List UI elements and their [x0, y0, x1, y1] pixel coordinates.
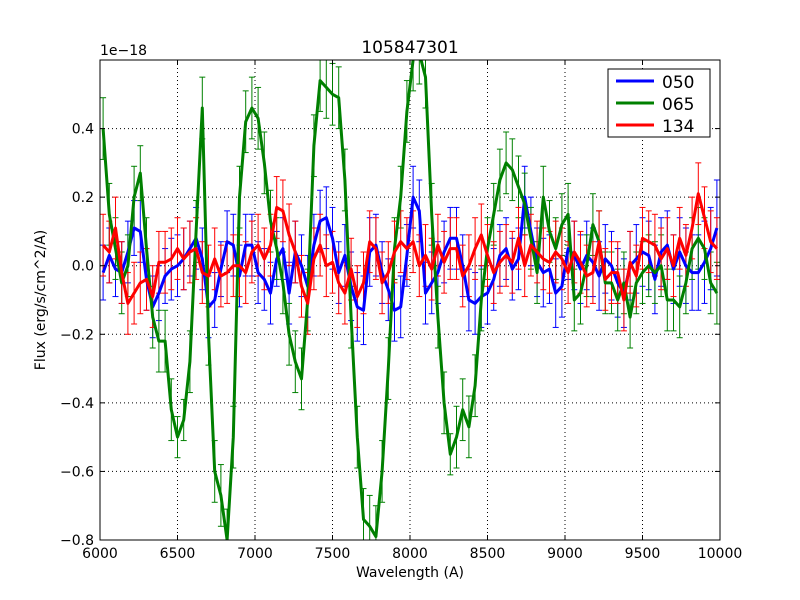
x-tick-label: 9000 — [547, 546, 583, 562]
y-offset-label: 1e−18 — [100, 43, 147, 59]
legend-label-050: 050 — [662, 73, 694, 93]
chart-title: 105847301 — [361, 38, 458, 58]
x-tick-label: 6500 — [160, 546, 196, 562]
x-tick-label: 8500 — [470, 546, 506, 562]
series-line-134 — [101, 192, 719, 305]
x-tick-label: 9500 — [625, 546, 661, 562]
x-tick-label: 8000 — [392, 546, 428, 562]
y-tick-label: −0.6 — [60, 464, 94, 480]
series-line-050 — [101, 195, 719, 312]
x-tick-label: 7000 — [237, 546, 273, 562]
series-line-065 — [101, 60, 719, 540]
x-tick-label: 7500 — [315, 546, 351, 562]
y-tick-label: 0.2 — [72, 190, 94, 206]
x-tick-label: 10000 — [698, 546, 743, 562]
x-tick-label: 6000 — [82, 546, 118, 562]
axis-ticks: 6000 6500 7000 7500 8000 8500 9000 9500 10000 −0.… — [60, 60, 742, 562]
series-lines — [101, 60, 719, 540]
legend: 050 065 134 — [607, 68, 711, 138]
legend-label-134: 134 — [662, 117, 694, 137]
y-tick-label: −0.2 — [60, 327, 94, 343]
y-axis-label: Flux (erg/s/cm^2/A) — [33, 230, 49, 370]
y-tick-label: 0.4 — [72, 122, 94, 138]
y-tick-label: −0.4 — [60, 396, 94, 412]
y-tick-label: 0.0 — [72, 259, 94, 275]
x-axis-label: Wavelength (A) — [356, 565, 464, 581]
legend-label-065: 065 — [662, 95, 694, 115]
y-tick-label: −0.8 — [60, 533, 94, 549]
